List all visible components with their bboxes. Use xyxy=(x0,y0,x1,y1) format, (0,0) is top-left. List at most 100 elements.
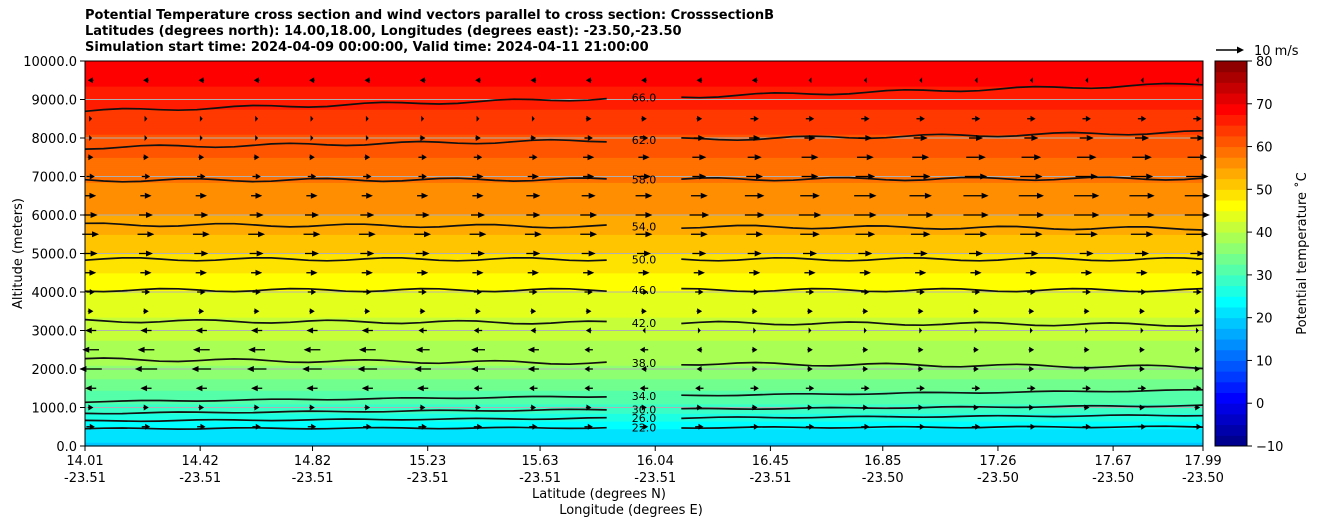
wind-vector xyxy=(364,404,371,411)
field-band xyxy=(85,342,1203,345)
field-band xyxy=(85,226,1203,230)
vector-head xyxy=(256,250,264,257)
wind-vector xyxy=(917,404,924,411)
colorbar-tick-label: 70 xyxy=(1256,98,1273,113)
vector-head xyxy=(199,115,203,122)
vector-head xyxy=(973,366,979,372)
vector-head xyxy=(1146,231,1154,238)
wind-vector xyxy=(472,192,484,199)
y-tick-label: 1000.0 xyxy=(32,402,78,417)
wind-vector xyxy=(143,308,149,315)
wind-vector xyxy=(86,173,95,180)
vector-head xyxy=(810,250,818,257)
wind-vector xyxy=(307,173,317,180)
field-band xyxy=(85,444,1203,447)
wind-vectors xyxy=(79,77,1210,430)
vector-head xyxy=(919,385,925,392)
wind-vector xyxy=(1074,212,1100,218)
wind-vector xyxy=(86,423,95,430)
wind-vector xyxy=(529,154,538,161)
vector-head xyxy=(1195,327,1199,334)
wind-vector xyxy=(526,212,541,218)
wind-vector xyxy=(1076,154,1097,161)
wind-vector xyxy=(1082,423,1091,430)
wind-vector xyxy=(639,385,649,392)
x-tick-label-lon: -23.50 xyxy=(862,471,904,486)
x-tick-label-lat: 17.99 xyxy=(1184,454,1221,469)
field-band xyxy=(85,112,1203,116)
vector-head xyxy=(477,289,483,295)
vector-head xyxy=(255,173,261,180)
vector-head xyxy=(1029,366,1035,372)
vector-head xyxy=(415,346,423,353)
vector-head xyxy=(981,192,989,199)
vector-head xyxy=(421,154,427,161)
wind-vector xyxy=(140,192,152,199)
field-band xyxy=(85,336,1203,339)
field-band xyxy=(85,338,1203,341)
wind-vector xyxy=(86,289,95,295)
field-band xyxy=(85,230,1203,233)
field-band xyxy=(85,243,1203,247)
y-axis-label: Altitude (meters) xyxy=(11,198,26,309)
vector-head xyxy=(918,346,924,353)
contour-line xyxy=(84,318,1204,327)
vector-head xyxy=(199,308,205,315)
vector-head xyxy=(470,346,478,353)
field-band xyxy=(85,164,1203,168)
field-band xyxy=(85,141,1203,145)
wind-vector xyxy=(970,269,982,276)
field-band xyxy=(85,153,1203,156)
vector-head xyxy=(590,212,598,218)
vector-head xyxy=(477,250,485,257)
wind-vector xyxy=(581,192,596,199)
wind-vector xyxy=(750,423,759,430)
vector-head xyxy=(974,77,978,84)
vector-head xyxy=(1085,115,1091,122)
wind-vector xyxy=(1028,308,1035,315)
field-band xyxy=(85,184,1203,187)
vector-head xyxy=(200,192,207,199)
field-band xyxy=(85,372,1203,376)
x-tick-label-lat: 16.04 xyxy=(637,454,674,469)
colorbar-segment xyxy=(1215,114,1247,126)
vector-head xyxy=(476,269,484,276)
wind-vector xyxy=(469,231,487,238)
x-tick-label-lon: -23.51 xyxy=(179,471,221,486)
wind-vector xyxy=(195,269,207,276)
field-band xyxy=(85,82,1203,85)
field-band xyxy=(85,313,1203,316)
wind-vector xyxy=(805,385,815,392)
vector-head xyxy=(533,192,541,199)
field-band xyxy=(85,163,1203,166)
y-tick-label: 8000.0 xyxy=(32,132,78,147)
wind-vector xyxy=(415,346,430,353)
vector-head xyxy=(919,77,923,84)
wind-vector xyxy=(1129,212,1155,218)
wind-vector xyxy=(639,423,649,430)
vector-head xyxy=(697,327,701,334)
colorbar-segment xyxy=(1215,306,1247,319)
vector-head xyxy=(697,404,703,411)
wind-vector xyxy=(1024,135,1039,141)
vector-head xyxy=(254,154,260,161)
colorbar-segment xyxy=(1215,317,1247,329)
vector-head xyxy=(751,77,757,84)
field-band xyxy=(85,293,1203,297)
vector-head xyxy=(919,115,925,122)
field-band xyxy=(85,428,1203,432)
wind-vector xyxy=(635,212,653,218)
wind-vector xyxy=(198,154,205,161)
wind-vector xyxy=(854,212,877,218)
wind-vector xyxy=(585,77,592,84)
wind-vector xyxy=(1139,366,1145,372)
wind-vector xyxy=(750,115,759,122)
wind-vector xyxy=(1135,250,1150,257)
wind-vector xyxy=(808,77,812,84)
vector-head xyxy=(1085,423,1091,430)
vector-head xyxy=(366,269,373,276)
vector-head xyxy=(864,269,871,276)
vector-head xyxy=(919,269,927,276)
vector-head xyxy=(255,192,263,199)
vector-head xyxy=(643,135,649,141)
